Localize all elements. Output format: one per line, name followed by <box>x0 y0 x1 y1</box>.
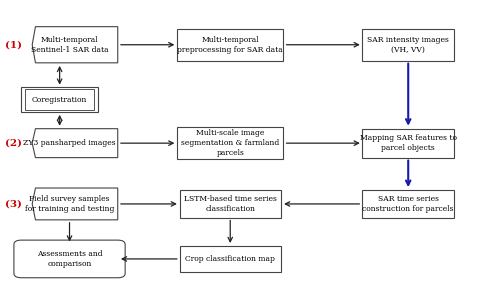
Text: Multi-temporal
Sentinel-1 SAR data: Multi-temporal Sentinel-1 SAR data <box>30 36 108 54</box>
Text: Mapping SAR features to
parcel objects: Mapping SAR features to parcel objects <box>360 134 456 152</box>
Text: Assessments and
comparison: Assessments and comparison <box>36 250 102 268</box>
Polygon shape <box>32 188 117 220</box>
Text: ZY3 pansharped images: ZY3 pansharped images <box>23 139 116 147</box>
Text: Multi-temporal
preprocessing for SAR data: Multi-temporal preprocessing for SAR dat… <box>178 36 283 54</box>
Text: Coregistration: Coregistration <box>32 96 88 104</box>
Polygon shape <box>32 129 117 158</box>
FancyBboxPatch shape <box>22 87 98 112</box>
FancyBboxPatch shape <box>362 190 454 218</box>
Polygon shape <box>32 27 117 63</box>
Text: (3): (3) <box>5 199 22 209</box>
Text: SAR time series
construction for parcels: SAR time series construction for parcels <box>362 195 454 213</box>
Text: Crop classification map: Crop classification map <box>186 255 275 263</box>
Text: LSTM-based time series
classification: LSTM-based time series classification <box>184 195 276 213</box>
FancyBboxPatch shape <box>25 89 94 110</box>
FancyBboxPatch shape <box>177 127 284 159</box>
Text: Field survey samples
for training and testing: Field survey samples for training and te… <box>25 195 114 213</box>
FancyBboxPatch shape <box>362 129 454 158</box>
FancyBboxPatch shape <box>14 240 125 278</box>
Text: (1): (1) <box>5 40 22 49</box>
FancyBboxPatch shape <box>362 29 454 61</box>
FancyBboxPatch shape <box>180 246 281 272</box>
Text: SAR intensity images
(VH, VV): SAR intensity images (VH, VV) <box>368 36 449 54</box>
Text: Multi-scale image
segmentation & farmland
parcels: Multi-scale image segmentation & farmlan… <box>181 130 280 157</box>
Text: (2): (2) <box>5 139 22 148</box>
FancyBboxPatch shape <box>177 29 284 61</box>
FancyBboxPatch shape <box>180 190 281 218</box>
